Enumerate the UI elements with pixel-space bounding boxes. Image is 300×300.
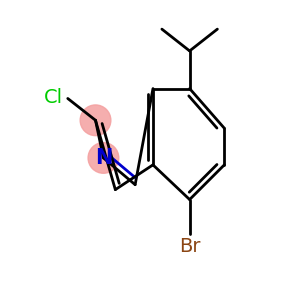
Text: Br: Br: [179, 237, 200, 256]
Circle shape: [80, 105, 111, 136]
Text: Cl: Cl: [44, 88, 63, 107]
Text: N: N: [95, 148, 112, 168]
Circle shape: [88, 142, 119, 173]
